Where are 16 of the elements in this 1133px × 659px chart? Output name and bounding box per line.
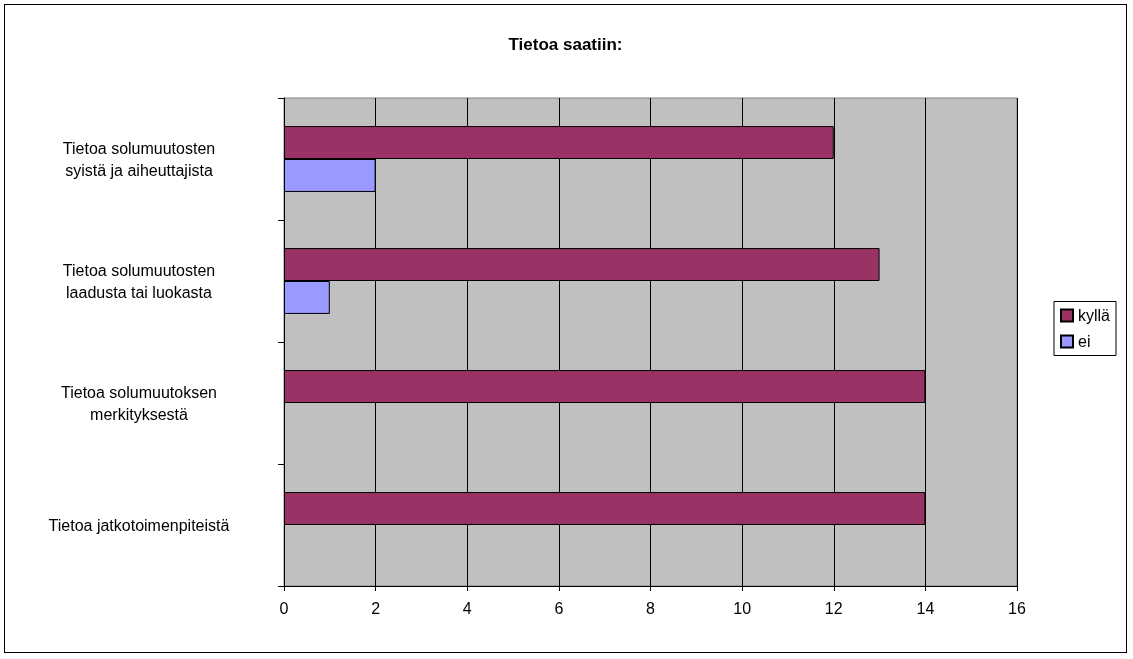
x-tick-label: 16 <box>1008 599 1026 617</box>
x-tick-label: 0 <box>279 599 289 617</box>
chart-title: Tietoa saatiin: <box>508 35 623 54</box>
x-tick-label: 4 <box>462 599 472 617</box>
legend-label: ei <box>1077 333 1091 350</box>
x-tick-label: 12 <box>824 599 843 617</box>
x-tick-label: 8 <box>646 599 656 617</box>
x-tick-label: 2 <box>371 599 381 617</box>
x-tick-label: 6 <box>554 599 564 617</box>
x-tick-label: 10 <box>733 599 752 617</box>
y-tick-label: Tietoa solumuutoksen merkityksestä <box>61 383 217 423</box>
y-tick-label: Tietoa solumuutosten syistä ja aiheuttajista <box>62 139 216 179</box>
y-tick-label: Tietoa solumuutosten laadusta tai luokasta <box>62 261 216 301</box>
y-tick-label: Tietoa jatkotoimenpiteistä <box>48 516 230 534</box>
x-tick-label: 14 <box>916 599 935 617</box>
legend-label: kyllä <box>1077 307 1111 324</box>
